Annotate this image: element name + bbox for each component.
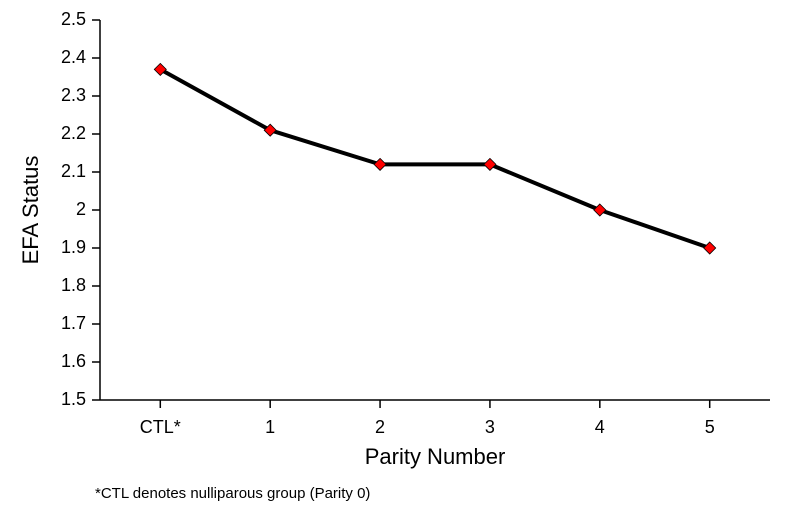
y-tick-label: 2.4 xyxy=(61,47,86,67)
y-tick-label: 2.1 xyxy=(61,161,86,181)
data-marker xyxy=(594,204,606,216)
data-marker xyxy=(374,158,386,170)
data-line xyxy=(160,69,709,248)
y-tick-label: 1.9 xyxy=(61,237,86,257)
x-tick-label: 5 xyxy=(705,417,715,437)
x-tick-label: 4 xyxy=(595,417,605,437)
y-tick-label: 2.3 xyxy=(61,85,86,105)
y-tick-label: 2.5 xyxy=(61,9,86,29)
line-chart: 1.5 1.6 1.7 1.8 1.9 2 2.1 2.2 2.3 2.4 2.5 EFA Statu… xyxy=(0,0,800,517)
chart-container: 1.5 1.6 1.7 1.8 1.9 2 2.1 2.2 2.3 2.4 2.5 EFA Statu… xyxy=(0,0,800,517)
x-tick-label: 1 xyxy=(265,417,275,437)
x-axis-label: Parity Number xyxy=(365,444,506,469)
y-tick-label: 1.7 xyxy=(61,313,86,333)
y-tick-label: 2.2 xyxy=(61,123,86,143)
x-tick-label: 2 xyxy=(375,417,385,437)
y-tick-label: 2 xyxy=(76,199,86,219)
y-tick-label: 1.6 xyxy=(61,351,86,371)
data-marker xyxy=(484,158,496,170)
chart-footnote: *CTL denotes nulliparous group (Parity 0… xyxy=(95,485,370,502)
x-tick-label: CTL* xyxy=(140,417,181,437)
x-tick-label: 3 xyxy=(485,417,495,437)
y-tick-label: 1.5 xyxy=(61,389,86,409)
y-axis-label: EFA Status xyxy=(18,156,43,265)
y-tick-label: 1.8 xyxy=(61,275,86,295)
data-marker xyxy=(704,242,716,254)
